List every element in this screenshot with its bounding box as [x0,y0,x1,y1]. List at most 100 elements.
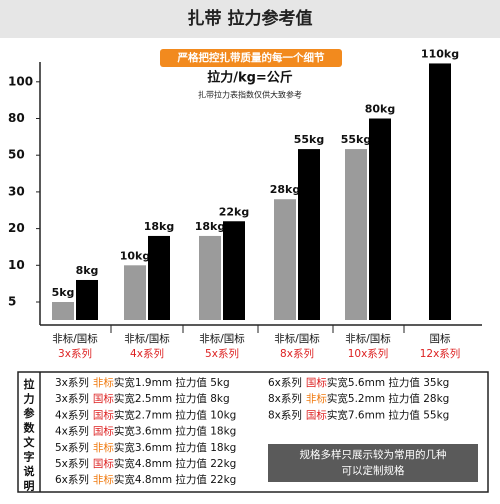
spec-detail: 实宽2.7mm 拉力值 10kg [114,408,236,421]
value-label: 80kg [365,103,396,116]
sublabel: 非标/国标 [199,333,245,345]
note-box [268,444,478,482]
spec-row: 5x系列 非标实宽3.6mm 拉力值 18kg [55,441,236,454]
bar [345,149,367,320]
table-heading: 参 [24,406,36,420]
table-heading: 拉 [24,377,35,391]
spec-row: 6x系列 国标实宽5.6mm 拉力值 35kg [268,376,449,389]
spec-standard: 国标 [93,426,114,438]
y-tick-label: 10 [8,258,25,272]
value-label: 110kg [421,47,459,60]
y-tick-label: 80 [8,111,25,125]
header-bg [0,0,500,38]
table-heading: 明 [24,480,35,493]
value-label: 28kg [270,183,301,196]
bar [76,279,98,320]
spec-standard: 非标 [93,377,114,389]
spec-standard: 国标 [306,409,327,421]
bar [298,149,320,320]
value-label: 8kg [76,264,99,277]
spec-standard: 国标 [93,458,114,470]
spec-detail: 实宽5.2mm 拉力值 28kg [327,392,449,405]
sublabel: 国标 [430,333,451,345]
table-heading: 文 [24,435,36,449]
spec-standard: 国标 [306,377,327,389]
banner-bg [160,49,342,67]
sublabel: 非标/国标 [124,333,170,345]
x-tick-label: 5x系列 [205,347,239,360]
spec-series: 4x系列 [55,408,89,421]
bar [429,63,451,320]
y-tick-label: 20 [8,221,25,235]
x-tick-label: 3x系列 [58,347,92,360]
x-tick-label: 10x系列 [348,347,389,360]
spec-series: 5x系列 [55,457,89,470]
value-label: 55kg [341,133,372,146]
bar [148,235,170,320]
spec-row: 8x系列 国标实宽7.6mm 拉力值 55kg [268,408,449,421]
sublabel: 非标/国标 [52,333,98,345]
spec-row: 3x系列 国标实宽2.5mm 拉力值 8kg [55,392,230,405]
spec-standard: 国标 [93,393,114,405]
spec-standard: 非标 [93,474,114,486]
value-label: 55kg [294,133,325,146]
spec-detail: 实宽3.6mm 拉力值 18kg [114,425,236,438]
value-label: 18kg [195,220,226,233]
bar [274,199,296,320]
value-label: 22kg [219,205,250,218]
table-heading: 数 [24,421,36,435]
spec-standard: 非标 [93,442,114,454]
table-heading: 字 [24,450,35,464]
x-tick-label: 4x系列 [130,347,164,360]
spec-series: 5x系列 [55,441,89,454]
sublabel: 非标/国标 [274,333,320,345]
spec-detail: 实宽4.8mm 拉力值 22kg [114,457,236,470]
y-tick-label: 100 [8,74,33,88]
bar [124,265,146,320]
x-tick-label: 8x系列 [280,347,314,360]
unit-label: 拉力/kg=公斤 [207,70,293,86]
y-tick-label: 5 [8,295,16,309]
spec-series: 8x系列 [268,408,302,421]
spec-row: 5x系列 国标实宽4.8mm 拉力值 22kg [55,457,236,470]
spec-series: 4x系列 [55,425,89,438]
spec-row: 4x系列 国标实宽3.6mm 拉力值 18kg [55,425,236,438]
x-tick-label: 12x系列 [420,347,461,360]
bar [199,235,221,320]
spec-series: 8x系列 [268,392,302,405]
spec-row: 8x系列 非标实宽5.2mm 拉力值 28kg [268,392,449,405]
spec-detail: 实宽4.8mm 拉力值 22kg [114,473,236,486]
table-heading: 力 [24,392,35,406]
spec-series: 6x系列 [268,376,302,389]
value-label: 18kg [144,220,175,233]
spec-detail: 实宽5.6mm 拉力值 35kg [327,376,449,389]
bar [52,302,74,320]
title: 扎带 拉力参考值 [188,8,313,29]
spec-series: 6x系列 [55,473,89,486]
y-tick-label: 50 [8,148,25,162]
spec-row: 6x系列 非标实宽4.8mm 拉力值 22kg [55,473,236,486]
bar [223,221,245,320]
value-label: 10kg [120,249,151,262]
spec-series: 3x系列 [55,392,89,405]
spec-row: 3x系列 非标实宽1.9mm 拉力值 5kg [55,376,230,389]
spec-detail: 实宽2.5mm 拉力值 8kg [114,392,230,405]
value-label: 5kg [52,286,75,299]
note: 扎带拉力表指数仅供大致参考 [198,90,302,100]
spec-standard: 非标 [306,393,327,405]
spec-detail: 实宽3.6mm 拉力值 18kg [114,441,236,454]
note-line: 可以定制规格 [342,464,405,477]
note-line: 规格多样只展示较为常用的几种 [300,448,447,461]
spec-detail: 实宽1.9mm 拉力值 5kg [114,376,230,389]
sublabel: 非标/国标 [345,333,391,345]
table-frame [17,371,489,493]
banner: 严格把控扎带质量的每一个细节 [177,51,325,64]
table-heading: 说 [24,464,35,478]
spec-detail: 实宽7.6mm 拉力值 55kg [327,408,449,421]
y-tick-label: 30 [8,184,25,198]
spec-row: 4x系列 国标实宽2.7mm 拉力值 10kg [55,408,236,421]
bar [369,118,391,320]
spec-standard: 国标 [93,409,114,421]
